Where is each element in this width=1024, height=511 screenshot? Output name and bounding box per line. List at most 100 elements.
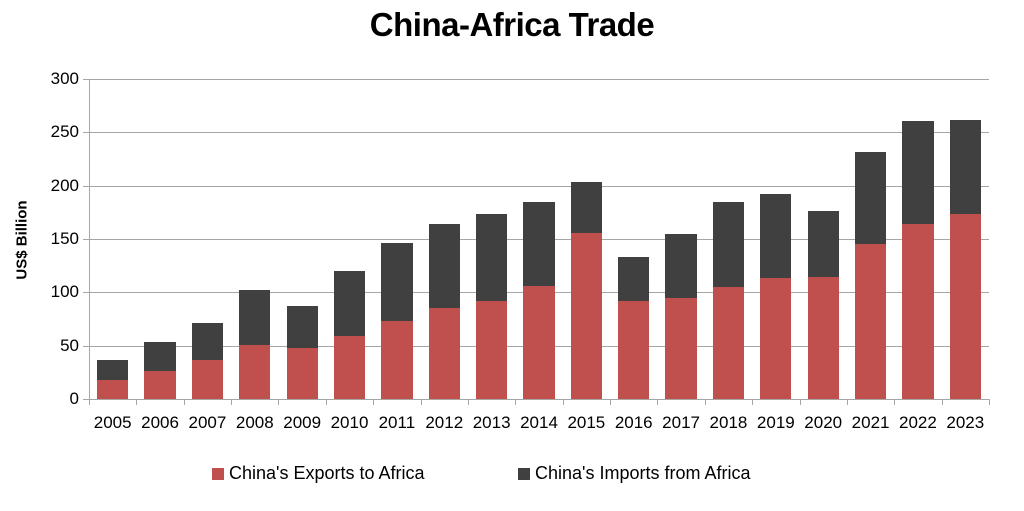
gridline — [83, 132, 989, 134]
x-tick-mark — [752, 399, 754, 405]
x-tick-label: 2010 — [330, 413, 369, 432]
x-tick-mark — [610, 399, 612, 405]
bar-2018 — [712, 201, 745, 399]
y-tick-label: 300 — [50, 69, 79, 88]
y-tick-label: 200 — [50, 175, 79, 195]
bar-2007 — [191, 323, 224, 399]
x-tick-mark — [373, 399, 375, 405]
bar-segment-imports — [144, 342, 176, 372]
gridline — [83, 185, 989, 187]
x-tick-mark — [231, 399, 233, 405]
x-tick-label: 2012 — [425, 413, 464, 432]
bar-segment-imports — [902, 120, 934, 225]
bar-segment-imports — [712, 201, 745, 287]
x-tick-mark — [89, 399, 90, 405]
x-tick-label: 2015 — [567, 413, 606, 432]
bar-segment-imports — [476, 214, 508, 301]
x-tick-label: 2008 — [235, 413, 274, 432]
bar-segment-imports — [191, 323, 224, 360]
bar-segment-imports — [807, 211, 839, 278]
bar-segment-exports — [476, 300, 508, 399]
x-tick-mark — [989, 399, 990, 405]
x-tick-label: 2009 — [283, 413, 322, 432]
bar-2023 — [949, 119, 981, 399]
bar-segment-imports — [618, 257, 650, 301]
bar-segment-exports — [760, 278, 792, 399]
bar-2015 — [570, 182, 602, 399]
x-tick-mark — [467, 399, 469, 405]
bar-segment-imports — [760, 194, 792, 279]
x-tick-label: 2005 — [93, 413, 132, 432]
legend-item-imports: China's Imports from Africa — [518, 463, 751, 484]
bar-2020 — [807, 211, 839, 399]
x-tick-mark — [799, 399, 801, 405]
bar-segment-exports — [712, 287, 745, 399]
x-tick-label: 2019 — [756, 413, 795, 432]
bar-segment-exports — [381, 321, 413, 399]
x-tick-mark — [136, 399, 138, 405]
bar-segment-exports — [570, 232, 602, 399]
x-tick-label: 2007 — [188, 413, 227, 432]
x-tick-mark — [941, 399, 943, 405]
y-tick-label: 50 — [60, 335, 79, 355]
legend: China's Exports to Africa China's Import… — [0, 463, 1024, 487]
y-tick-label: 250 — [50, 122, 79, 142]
bar-2006 — [144, 342, 176, 399]
bar-segment-exports — [854, 244, 887, 399]
x-tick-mark — [894, 399, 896, 405]
x-tick-mark — [420, 399, 422, 405]
x-tick-label: 2018 — [709, 413, 748, 432]
bar-2013 — [476, 214, 508, 399]
bar-segment-exports — [97, 379, 129, 399]
y-tick-label: 100 — [50, 282, 79, 302]
bar-segment-exports — [239, 344, 271, 399]
bar-segment-exports — [618, 300, 650, 399]
bar-2022 — [902, 120, 934, 399]
bar-segment-imports — [949, 119, 981, 215]
x-tick-mark — [183, 399, 185, 405]
bar-segment-exports — [523, 285, 555, 399]
x-tick-mark — [515, 399, 517, 405]
bar-2012 — [428, 224, 460, 399]
gridline — [83, 79, 989, 80]
x-tick-mark — [325, 399, 327, 405]
bar-segment-exports — [286, 347, 318, 399]
y-tick-label: 150 — [50, 229, 79, 248]
plot-area: 0 50 100 150 200 250 300 2005 2006 2007 2008 2009 20… — [51, 69, 990, 432]
bar-2014 — [523, 201, 555, 399]
bar-2011 — [381, 243, 413, 399]
bar-segment-imports — [97, 359, 129, 380]
bar-2019 — [760, 194, 792, 399]
bar-segment-imports — [854, 151, 887, 245]
x-tick-label: 2020 — [804, 413, 843, 432]
bar-segment-exports — [949, 214, 981, 399]
bar-segment-exports — [191, 359, 224, 399]
bar-segment-imports — [333, 271, 366, 337]
x-tick-mark — [846, 399, 848, 405]
x-tick-label: 2006 — [141, 413, 179, 432]
bar-segment-imports — [523, 201, 555, 286]
x-tick-mark — [278, 399, 280, 405]
y-tick-label: 0 — [69, 389, 79, 408]
legend-swatch-imports — [518, 467, 530, 480]
x-tick-label: 2023 — [946, 413, 985, 432]
legend-item-exports: China's Exports to Africa — [212, 463, 425, 484]
bar-segment-exports — [902, 224, 934, 399]
bar-segment-imports — [381, 243, 413, 322]
x-tick-mark — [562, 399, 564, 405]
bar-2005 — [97, 359, 129, 399]
bar-2016 — [618, 257, 650, 399]
gridline — [83, 399, 989, 400]
legend-label-exports: China's Exports to Africa — [229, 463, 425, 483]
x-tick-mark — [657, 399, 659, 405]
bar-2021 — [854, 151, 887, 399]
bar-segment-imports — [570, 182, 602, 233]
bar-2009 — [286, 306, 318, 399]
bar-2010 — [333, 271, 366, 399]
x-tick-label: 2016 — [614, 413, 653, 432]
x-tick-label: 2021 — [851, 413, 890, 432]
x-tick-label: 2013 — [472, 413, 511, 432]
chart-title: China-Africa Trade — [369, 6, 655, 43]
bar-segment-imports — [286, 306, 318, 348]
legend-swatch-exports — [212, 467, 224, 480]
